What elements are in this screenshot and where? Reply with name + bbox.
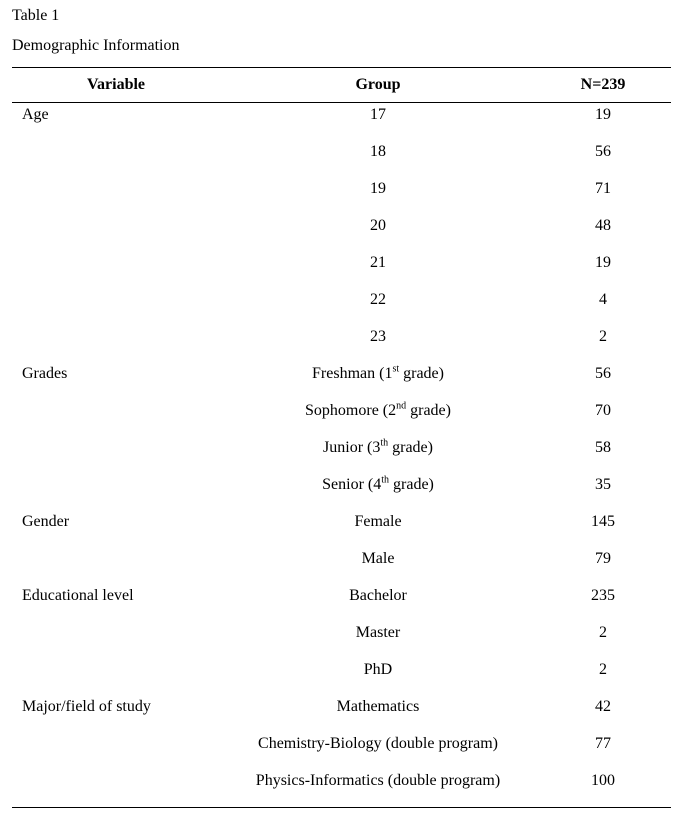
cell-count: 71 [595, 180, 611, 197]
cell-group: PhD [363, 661, 393, 678]
table-row: 19 71 [0, 170, 684, 207]
table-row: 20 48 [0, 207, 684, 244]
header-n: N=239 [580, 76, 626, 93]
cell-group: Senior (4th grade) [178, 466, 578, 503]
cell-count: 48 [595, 217, 611, 234]
cell-count: 58 [595, 439, 611, 456]
cell-variable: Age [22, 106, 49, 123]
table-row: PhD 2 [0, 651, 684, 688]
cell-count: 56 [595, 365, 611, 382]
table-row: Chemistry-Biology (double program) 77 [0, 725, 684, 762]
header-rule [12, 102, 671, 103]
cell-count: 2 [599, 624, 607, 641]
ordinal-superscript: th [381, 474, 390, 486]
header-group: Group [355, 76, 401, 93]
ordinal-superscript: st [392, 363, 400, 375]
cell-count: 2 [599, 661, 607, 678]
cell-count: 145 [591, 513, 615, 530]
top-rule [12, 67, 671, 68]
cell-group-text: Sophomore (2 [305, 402, 397, 419]
cell-count: 100 [591, 772, 615, 789]
cell-count: 19 [595, 106, 611, 123]
table-row: Master 2 [0, 614, 684, 651]
ordinal-superscript: nd [396, 400, 407, 412]
cell-count: 4 [599, 291, 607, 308]
cell-group-text: Junior (3 [323, 439, 381, 456]
cell-group: 22 [370, 291, 386, 308]
cell-group-suffix: grade) [388, 439, 433, 456]
table-row: Major/field of study Mathematics 42 [0, 688, 684, 725]
cell-group-suffix: grade) [399, 365, 444, 382]
cell-group-text: Senior (4 [322, 476, 382, 493]
cell-group: Female [354, 513, 402, 530]
cell-variable: Major/field of study [22, 698, 151, 715]
table-row: 23 2 [0, 318, 684, 355]
table-row: Educational level Bachelor 235 [0, 577, 684, 614]
cell-count: 2 [599, 328, 607, 345]
cell-group: Physics-Informatics (double program) [255, 772, 501, 789]
cell-group: Freshman (1st grade) [178, 355, 578, 392]
table-title: Demographic Information [12, 37, 180, 54]
cell-group-suffix: grade) [389, 476, 434, 493]
cell-count: 19 [595, 254, 611, 271]
table-row: Sophomore (2nd grade) 70 [0, 392, 684, 429]
cell-variable: Gender [22, 513, 70, 530]
table-row: 21 19 [0, 244, 684, 281]
cell-group: Chemistry-Biology (double program) [258, 735, 498, 752]
cell-group: Male [361, 550, 395, 567]
cell-group-suffix: grade) [406, 402, 451, 419]
ordinal-superscript: th [380, 437, 389, 449]
cell-group: Sophomore (2nd grade) [178, 392, 578, 429]
table-row: Junior (3th grade) 58 [0, 429, 684, 466]
cell-group: 19 [370, 180, 386, 197]
table-number: Table 1 [12, 7, 60, 24]
cell-group: Master [355, 624, 401, 641]
cell-group: Bachelor [349, 587, 407, 604]
table-row: 22 4 [0, 281, 684, 318]
cell-count: 56 [595, 143, 611, 160]
bottom-rule [12, 807, 671, 808]
cell-variable: Educational level [22, 587, 134, 604]
cell-group-text: Freshman (1 [312, 365, 393, 382]
cell-count: 77 [595, 735, 611, 752]
header-variable: Variable [86, 76, 146, 93]
cell-count: 70 [595, 402, 611, 419]
cell-group: Junior (3th grade) [178, 429, 578, 466]
cell-count: 235 [591, 587, 615, 604]
cell-count: 42 [595, 698, 611, 715]
cell-variable: Grades [22, 365, 68, 382]
cell-group: Mathematics [336, 698, 420, 715]
cell-group: 21 [370, 254, 386, 271]
cell-count: 79 [595, 550, 611, 567]
cell-group: 20 [370, 217, 386, 234]
table-row: Grades Freshman (1st grade) 56 [0, 355, 684, 392]
table-row: Senior (4th grade) 35 [0, 466, 684, 503]
cell-count: 35 [595, 476, 611, 493]
table-row: Male 79 [0, 540, 684, 577]
table-row: Age 17 19 [0, 96, 684, 133]
cell-group: 17 [370, 106, 386, 123]
table-row: 18 56 [0, 133, 684, 170]
cell-group: 18 [370, 143, 386, 160]
table-row: Physics-Informatics (double program) 100 [0, 762, 684, 799]
cell-group: 23 [370, 328, 386, 345]
table-row: Gender Female 145 [0, 503, 684, 540]
